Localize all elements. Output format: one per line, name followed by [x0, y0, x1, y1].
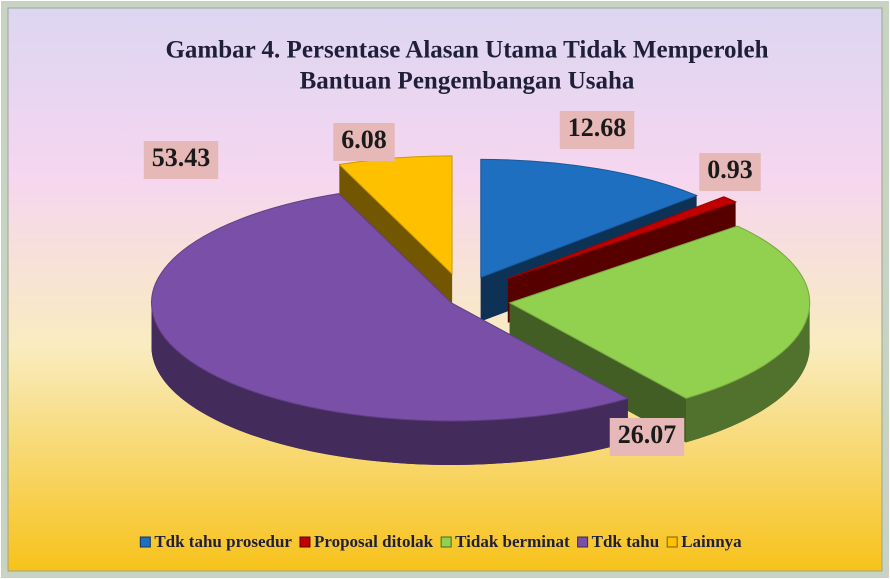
value-label: 12.68: [568, 113, 627, 142]
slice-top: [508, 225, 811, 399]
value-label: 26.07: [618, 420, 677, 449]
legend-swatch: [440, 536, 452, 548]
chart-title: Gambar 4. Persentase Alasan Utama Tidak …: [165, 37, 768, 64]
legend-label: Tdk tahu prosedur: [154, 532, 292, 551]
value-label: 6.08: [341, 125, 387, 154]
value-label: 0.93: [707, 155, 753, 184]
value-label-box: [143, 141, 219, 179]
legend-label: Proposal ditolak: [314, 532, 434, 551]
slice-top: [507, 196, 737, 280]
legend-swatch: [139, 536, 151, 548]
legend-label: Tidak berminat: [455, 532, 570, 551]
chart-subtitle: Bantuan Pengembangan Usaha: [300, 68, 635, 95]
slice-wall: [685, 302, 810, 443]
slice-top: [151, 193, 630, 422]
slice-side: [509, 302, 686, 443]
value-label-box: [699, 153, 761, 191]
legend-swatch: [666, 536, 678, 548]
legend-swatch: [577, 536, 589, 548]
value-label-box: [333, 123, 395, 161]
slice-wall: [151, 302, 628, 465]
slice-top: [480, 158, 699, 279]
value-label-box: [559, 111, 635, 149]
pie-slice: [508, 225, 811, 443]
pie-slice: [151, 193, 630, 465]
legend-label: Lainnya: [681, 532, 742, 551]
value-label-box: [609, 418, 685, 456]
value-label: 53.43: [152, 143, 211, 172]
legend-label: Tdk tahu: [592, 532, 660, 551]
legend-swatch: [299, 536, 311, 548]
